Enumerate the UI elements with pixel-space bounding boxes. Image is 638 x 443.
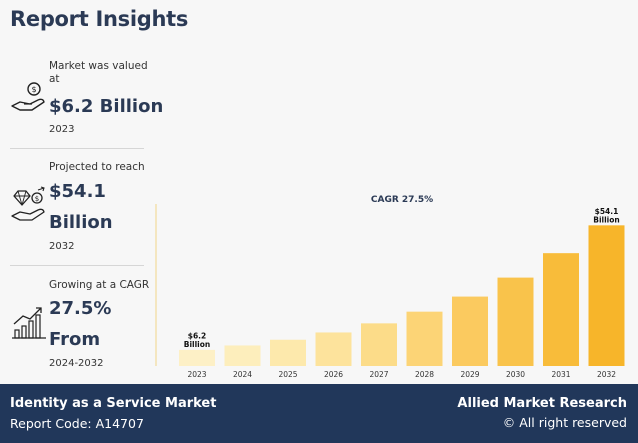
bar-2031 — [543, 253, 579, 366]
x-tick-label: 2025 — [278, 370, 297, 379]
bar-2032 — [588, 225, 625, 366]
market-name: Identity as a Service Market — [10, 396, 217, 411]
stat-year: 2024-2032 — [49, 358, 104, 369]
divider — [10, 148, 144, 149]
stat-cagr: Growing at a CAGR 27.5% From 2024-2032 — [10, 276, 160, 376]
x-tick-label: 2030 — [506, 370, 525, 379]
x-tick-label: 2029 — [460, 370, 479, 379]
stat-label: Projected to reach — [49, 161, 145, 173]
data-label: Billion — [184, 340, 211, 349]
data-label: $54.1 — [595, 207, 619, 216]
stat-year: 2032 — [49, 241, 75, 252]
bar-2030 — [497, 277, 534, 366]
bar-2023 — [179, 349, 215, 366]
data-label: Billion — [593, 215, 620, 224]
chart-title: CAGR 27.5% — [371, 195, 433, 205]
svg-text:$: $ — [31, 85, 36, 94]
bar-chart: CAGR 27.5% 2023 2024 2025 2026 2027 2028 2029 2… — [155, 195, 625, 379]
page-title: Report Insights — [10, 7, 189, 31]
stat-label: Market was valued at — [49, 60, 148, 85]
x-tick-label: 2026 — [324, 370, 343, 379]
stat-year: 2023 — [49, 124, 75, 135]
x-tick-label: 2032 — [597, 370, 616, 379]
growth-chart-icon — [12, 307, 46, 339]
bar-2027 — [361, 323, 397, 366]
bar-2026 — [315, 332, 352, 366]
stat-value: $54.1 Billion — [49, 181, 113, 233]
report-code: Report Code: A14707 — [10, 416, 144, 431]
money-hand-icon: $ — [11, 82, 45, 111]
bar-2025 — [270, 339, 306, 366]
stat-projected-value: $ Projected to reach $54.1 Billion 2032 — [10, 158, 160, 258]
x-tick-label: 2028 — [415, 370, 434, 379]
svg-text:$: $ — [35, 195, 39, 203]
stat-value: 27.5% From — [49, 298, 112, 350]
stat-market-value: $ Market was valued at $6.2 Billion 2023 — [10, 58, 163, 143]
bar-2024 — [224, 345, 261, 366]
stat-value: $6.2 Billion — [49, 96, 164, 117]
footer-bar: Identity as a Service Market Report Code… — [0, 384, 638, 443]
copyright-text: © All right reserved — [502, 415, 627, 430]
x-tick-label: 2023 — [187, 370, 206, 379]
bar-2029 — [452, 296, 488, 366]
x-tick-label: 2031 — [551, 370, 570, 379]
data-label: $6.2 — [188, 331, 207, 340]
diamond-hand-icon: $ — [11, 186, 45, 221]
divider — [10, 265, 144, 266]
brand-name: Allied Market Research — [457, 396, 627, 411]
x-tick-label: 2024 — [233, 370, 252, 379]
stat-label: Growing at a CAGR — [49, 279, 150, 291]
x-tick-label: 2027 — [369, 370, 388, 379]
bar-2028 — [406, 311, 443, 366]
